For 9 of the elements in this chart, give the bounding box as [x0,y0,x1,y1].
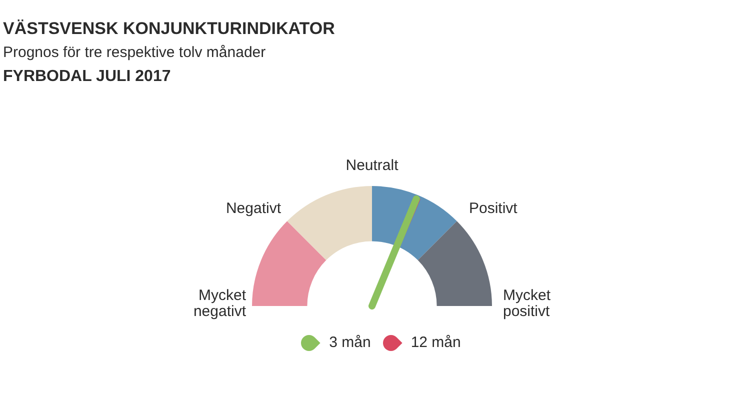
slice-label: Mycket negativt [192,287,246,320]
slice-label: Positivt [469,200,518,217]
slice-label: Negativt [224,200,281,217]
text: Neutralt [344,157,400,174]
slice-label: Mycket positivt [503,287,552,320]
chart-title: VÄSTSVENSK KONJUNKTURINDIKATOR [3,18,335,40]
text: 12 mån [410,334,461,351]
chart-subtitle: Prognos för tre respektive tolv månader FYRBODAL JULI 2017 [3,43,267,87]
text: 3 mån [329,334,371,351]
